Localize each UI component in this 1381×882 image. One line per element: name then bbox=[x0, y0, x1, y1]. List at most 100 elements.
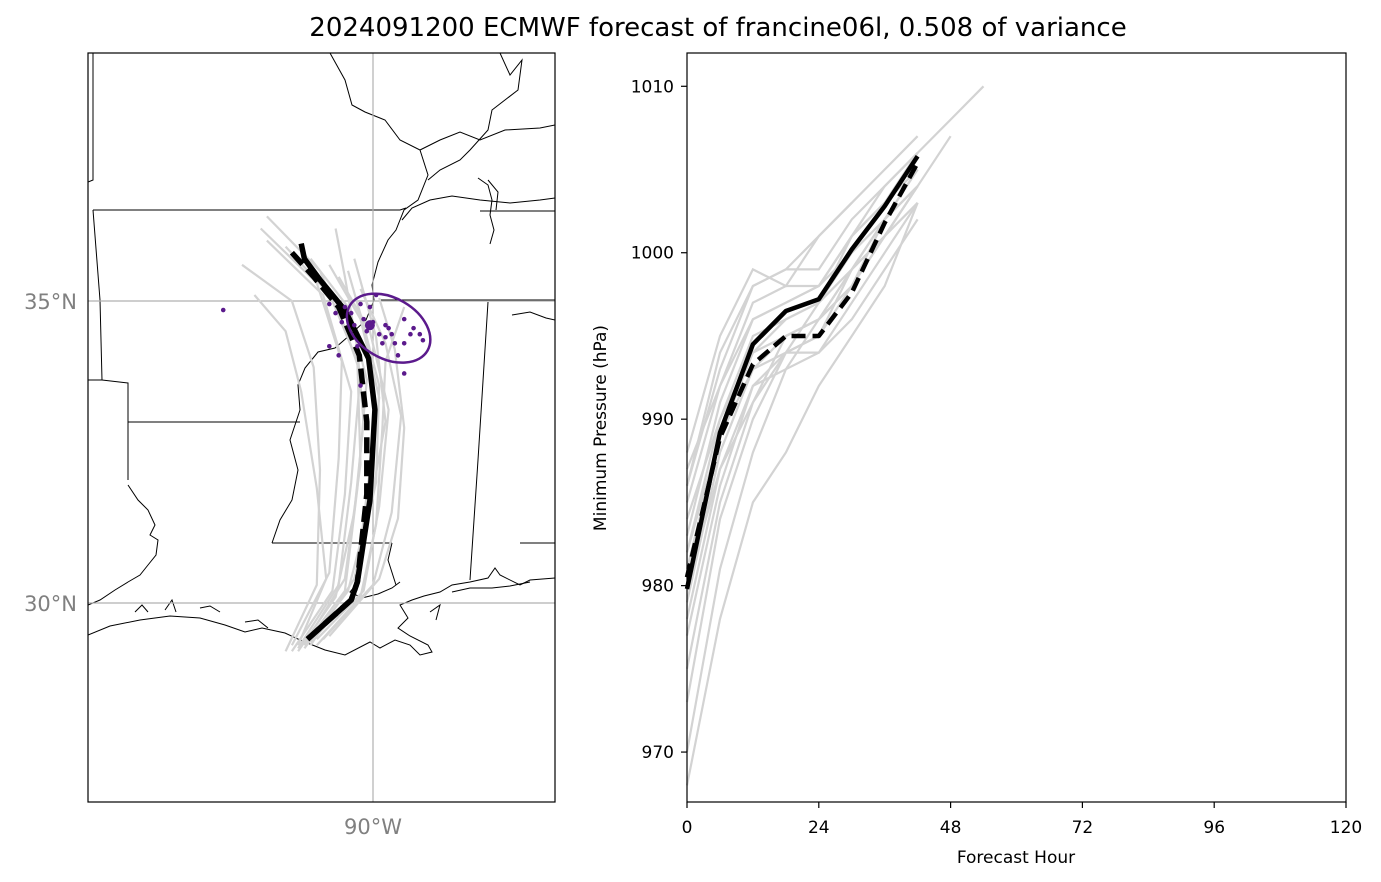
x-tick-label: 48 bbox=[940, 818, 962, 838]
lake-boundary bbox=[511, 311, 555, 321]
map-gridlines bbox=[88, 53, 555, 802]
endpoint-dot bbox=[380, 340, 385, 346]
x-axis-label: Forecast Hour bbox=[957, 848, 1075, 868]
ensemble-track bbox=[266, 215, 362, 640]
ensemble-pressure-line bbox=[685, 85, 985, 470]
endpoint-dot bbox=[386, 325, 391, 331]
ensemble-track bbox=[297, 228, 365, 652]
endpoint-dot bbox=[364, 328, 370, 334]
endpoint-dot bbox=[327, 344, 332, 349]
coastline bbox=[244, 619, 269, 629]
endpoint-dot bbox=[373, 292, 379, 298]
coastline bbox=[199, 605, 221, 613]
y-tick-label: 990 bbox=[642, 410, 674, 430]
ensemble-track bbox=[241, 263, 322, 652]
state-boundary bbox=[101, 379, 300, 423]
lat-tick-label: 35°N bbox=[24, 290, 77, 314]
endpoint-dot bbox=[401, 316, 407, 322]
endpoint-cluster bbox=[220, 292, 432, 388]
endpoint-dot bbox=[220, 307, 226, 313]
endpoint-dot bbox=[351, 322, 357, 328]
ensemble-track bbox=[316, 276, 390, 640]
endpoint-dot bbox=[342, 304, 348, 310]
map-boundaries bbox=[88, 53, 555, 656]
endpoint-mean-dot bbox=[364, 320, 375, 331]
river-boundary bbox=[271, 53, 429, 544]
mean-pressure-line bbox=[684, 154, 920, 590]
endpoint-dot bbox=[401, 371, 407, 376]
figure-title: 2024091200 ECMWF forecast of francine06l… bbox=[309, 13, 1126, 43]
dashed-pressure-line bbox=[684, 161, 920, 578]
coastline bbox=[451, 581, 531, 593]
coastline bbox=[134, 604, 149, 613]
endpoint-dot bbox=[408, 331, 413, 337]
endpoint-dot bbox=[355, 344, 360, 349]
endpoint-dot bbox=[327, 301, 332, 307]
coastline bbox=[349, 579, 401, 599]
y-tick-label: 1010 bbox=[631, 77, 674, 97]
y-axis-label: Minimum Pressure (hPa) bbox=[591, 325, 611, 531]
endpoint-dot bbox=[420, 337, 426, 343]
endpoint-dot bbox=[336, 353, 341, 358]
endpoint-ellipse bbox=[345, 292, 432, 364]
ensemble-pressure-line bbox=[685, 202, 919, 620]
endpoint-dot bbox=[358, 383, 363, 388]
ensemble-track bbox=[253, 294, 328, 646]
state-boundary bbox=[88, 53, 94, 183]
x-tick-label: 72 bbox=[1072, 818, 1094, 838]
map-tick-labels: 30°N 35°N 90°W bbox=[24, 290, 402, 839]
pressure-axes: 0 24 48 72 96 120 970 980 990 1000 1010 bbox=[631, 77, 1362, 838]
map-panel: 30°N 35°N 90°W bbox=[24, 52, 556, 839]
ensemble-pressure-line bbox=[685, 202, 919, 786]
ensemble-track bbox=[315, 306, 406, 647]
x-tick-label: 0 bbox=[682, 818, 693, 838]
y-tick-label: 970 bbox=[642, 743, 674, 763]
state-boundary bbox=[93, 207, 407, 211]
x-tick-label: 96 bbox=[1203, 818, 1225, 838]
ensemble-pressure-line bbox=[685, 202, 853, 487]
endpoint-dot bbox=[417, 331, 423, 337]
endpoint-dot bbox=[383, 334, 388, 340]
endpoint-dot bbox=[376, 331, 382, 337]
endpoint-dot bbox=[348, 310, 354, 316]
endpoint-dot bbox=[383, 322, 388, 328]
lon-tick-label: 90°W bbox=[344, 815, 402, 839]
endpoint-dot bbox=[411, 325, 416, 331]
state-boundary bbox=[469, 301, 489, 581]
endpoint-dot bbox=[401, 340, 407, 346]
mean-track bbox=[298, 243, 378, 642]
endpoint-dot bbox=[389, 331, 395, 337]
state-boundary bbox=[88, 209, 103, 381]
ensemble-pressure-line bbox=[685, 185, 919, 753]
endpoint-dot bbox=[339, 319, 345, 325]
river-boundary bbox=[401, 195, 555, 221]
map-frame bbox=[87, 52, 556, 803]
endpoint-dot bbox=[333, 310, 338, 316]
state-boundary bbox=[387, 542, 397, 586]
mean-pressure-lines bbox=[684, 154, 920, 590]
pressure-panel: 0 24 48 72 96 120 970 980 990 1000 1010 Forecast H… bbox=[591, 52, 1362, 868]
endpoint-dot bbox=[361, 316, 366, 322]
lat-tick-label: 30°N bbox=[24, 592, 77, 616]
ensemble-track bbox=[266, 239, 353, 652]
endpoint-dot bbox=[367, 304, 373, 310]
coastline bbox=[88, 567, 555, 656]
river-boundary bbox=[419, 124, 555, 151]
coastline bbox=[164, 598, 177, 613]
coastline bbox=[429, 603, 441, 621]
ensemble-pressure-line bbox=[685, 185, 919, 603]
plot-frame bbox=[686, 52, 1347, 803]
ensemble-pressure-line bbox=[685, 202, 919, 636]
ensemble-pressure-line bbox=[685, 152, 919, 487]
ensemble-pressure-lines bbox=[685, 85, 985, 786]
y-tick-label: 1000 bbox=[631, 244, 674, 264]
coastline bbox=[88, 484, 159, 606]
endpoint-dot bbox=[395, 353, 401, 358]
endpoint-dot bbox=[392, 340, 398, 346]
y-tick-label: 980 bbox=[642, 577, 674, 597]
ensemble-track bbox=[309, 270, 381, 646]
ensemble-pressure-line bbox=[685, 135, 919, 453]
river-boundary bbox=[427, 53, 523, 181]
endpoint-dot bbox=[358, 301, 363, 307]
